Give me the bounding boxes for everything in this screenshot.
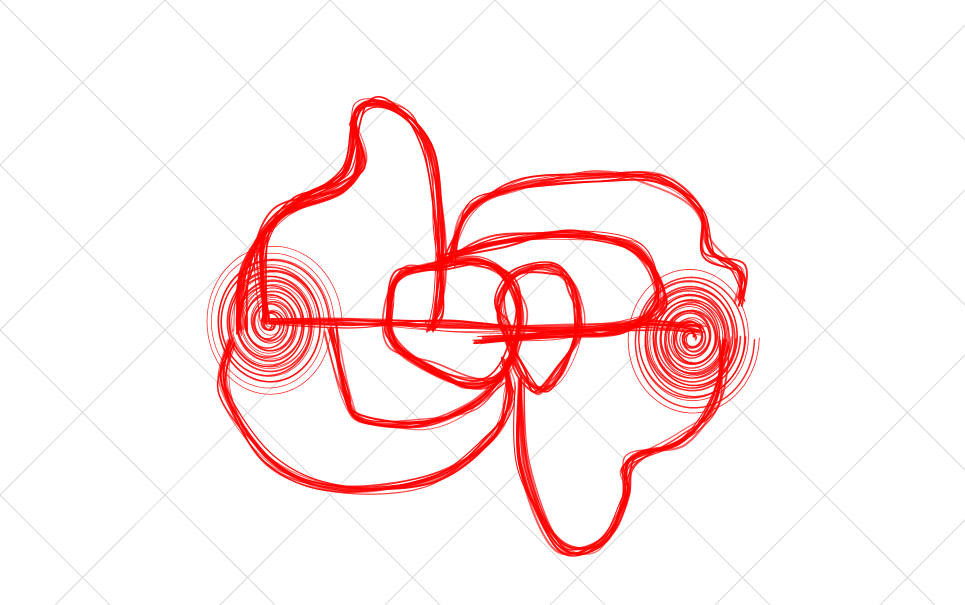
trajectory-strand xyxy=(255,104,448,333)
trajectory-strand xyxy=(385,259,525,388)
trajectory-strand xyxy=(237,119,362,334)
trajectory-strand xyxy=(516,335,722,556)
trajectory-strand xyxy=(441,230,660,338)
grid-line xyxy=(0,0,331,331)
grid-line xyxy=(0,0,496,496)
trajectory-strand xyxy=(220,266,321,377)
trajectory-strand xyxy=(497,266,580,390)
trajectory-strand xyxy=(387,259,524,385)
trajectory-strand xyxy=(519,339,725,554)
trajectory-strand xyxy=(447,175,742,300)
trajectory-strand xyxy=(331,327,507,425)
trajectory-strand xyxy=(216,342,510,488)
trajectory-strand xyxy=(386,260,522,380)
grid-line xyxy=(549,189,965,605)
trajectory-strand xyxy=(242,116,361,331)
grid-line xyxy=(54,0,661,605)
trajectory-strand xyxy=(269,320,702,333)
grid-line xyxy=(0,0,166,166)
trajectory-strand xyxy=(218,341,517,490)
trajectory-strand xyxy=(518,339,725,555)
trajectory-strand xyxy=(445,231,657,343)
trajectory-strand xyxy=(219,338,508,490)
grid-line xyxy=(0,494,111,605)
trajectory-strand xyxy=(638,280,747,399)
grid-line xyxy=(824,0,965,141)
grid-line xyxy=(164,0,771,605)
trajectory-strand xyxy=(454,173,746,302)
trajectory-strand xyxy=(627,268,760,414)
grid-line xyxy=(0,164,441,605)
trajectory-strand xyxy=(519,337,724,553)
trajectory-strand xyxy=(264,319,706,333)
grid-line xyxy=(659,0,965,306)
grid-line xyxy=(494,0,965,471)
attractor-curve xyxy=(206,96,760,557)
grid-line xyxy=(384,24,965,605)
trajectory-strand xyxy=(381,261,529,383)
grid-line xyxy=(0,329,276,605)
trajectory-strand xyxy=(211,252,335,389)
trajectory-strand xyxy=(245,122,359,332)
grid-line xyxy=(879,519,965,605)
grid-line xyxy=(714,354,965,605)
trajectory-strand xyxy=(634,276,756,409)
trajectory-strand xyxy=(332,327,506,423)
grid-line xyxy=(329,0,936,605)
trajectory-strand xyxy=(443,235,659,339)
trajectory-strand xyxy=(513,340,727,554)
trajectory-strand xyxy=(516,344,730,550)
trajectory-strand xyxy=(438,231,658,338)
trajectory-strand xyxy=(270,317,701,332)
trajectory-strand xyxy=(238,123,360,334)
trajectory-strand xyxy=(206,245,343,395)
trajectory-strand xyxy=(328,330,502,426)
